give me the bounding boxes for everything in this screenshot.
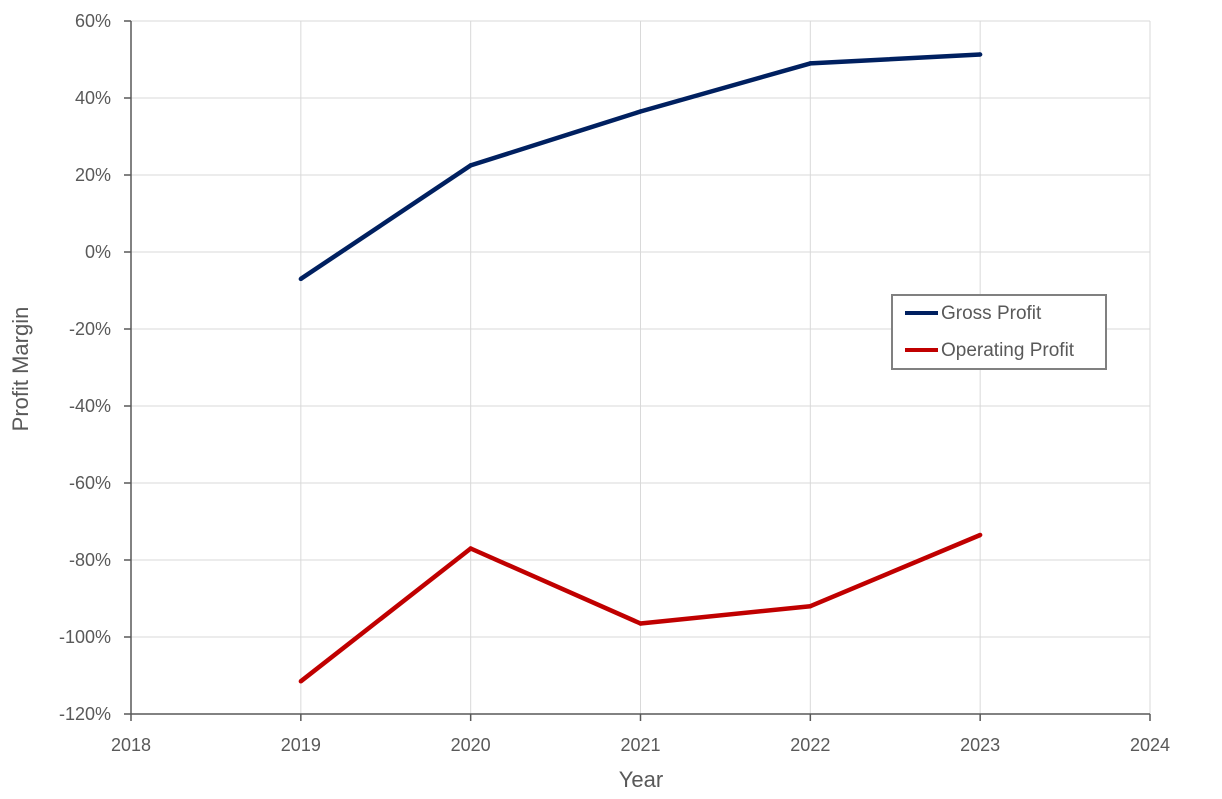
data-point-operating-profit (298, 679, 304, 684)
y-tick-label: -100% (59, 627, 111, 647)
data-point-gross-profit (808, 61, 813, 66)
x-tick-label: 2024 (1130, 735, 1170, 755)
data-point-operating-profit (638, 621, 643, 626)
y-tick-label: 40% (75, 88, 111, 108)
data-point-gross-profit (977, 52, 983, 57)
data-point-operating-profit (808, 604, 813, 609)
data-point-operating-profit (977, 532, 983, 538)
data-point-gross-profit (468, 163, 473, 168)
data-point-operating-profit (468, 546, 473, 551)
data-point-gross-profit (638, 109, 643, 114)
y-axis-title: Profit Margin (8, 307, 33, 432)
tick-labels: 60%40%20%0%-20%-40%-60%-80%-100%-120%201… (59, 11, 1170, 755)
legend-box (891, 294, 1107, 370)
x-tick-label: 2022 (790, 735, 830, 755)
x-tick-label: 2020 (451, 735, 491, 755)
y-tick-label: -40% (69, 396, 111, 416)
series-layer (298, 52, 983, 684)
x-tick-label: 2021 (620, 735, 660, 755)
y-tick-label: -60% (69, 473, 111, 493)
legend: Gross Profit Operating Profit (891, 294, 1107, 370)
legend-label-gross-profit: Gross Profit (941, 303, 1042, 324)
axes (124, 20, 1151, 721)
y-tick-label: -120% (59, 704, 111, 724)
y-tick-label: -80% (69, 550, 111, 570)
x-tick-label: 2023 (960, 735, 1000, 755)
data-point-gross-profit (298, 276, 304, 282)
x-tick-label: 2019 (281, 735, 321, 755)
y-tick-label: 60% (75, 11, 111, 31)
x-axis-title: Year (619, 767, 663, 792)
y-tick-label: 0% (85, 242, 111, 262)
x-tick-label: 2018 (111, 735, 151, 755)
y-tick-label: 20% (75, 165, 111, 185)
y-tick-label: -20% (69, 319, 111, 339)
legend-label-operating-profit: Operating Profit (941, 340, 1075, 361)
